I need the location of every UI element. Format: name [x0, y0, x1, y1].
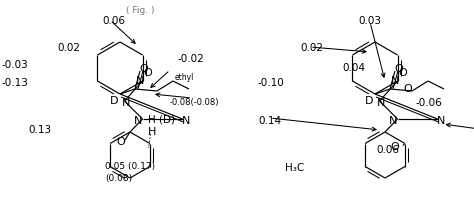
- Text: -0.08(-0.08): -0.08(-0.08): [170, 98, 219, 107]
- Text: O: O: [399, 68, 407, 78]
- Text: N: N: [377, 98, 386, 108]
- Text: O: O: [404, 84, 412, 94]
- Text: N: N: [389, 116, 398, 126]
- Text: -0.10: -0.10: [258, 78, 285, 88]
- Text: 0.02: 0.02: [57, 43, 80, 53]
- Text: ( Fig. ): ( Fig. ): [126, 6, 154, 15]
- Text: N: N: [392, 76, 400, 86]
- Text: (0.08): (0.08): [105, 174, 132, 183]
- Text: -0.06: -0.06: [416, 98, 443, 108]
- Text: N: N: [137, 76, 145, 86]
- Text: 0.03: 0.03: [358, 16, 381, 26]
- Text: O: O: [117, 137, 126, 147]
- Text: H₃C: H₃C: [285, 163, 304, 173]
- Text: O: O: [144, 68, 152, 78]
- Text: N: N: [438, 116, 446, 126]
- Text: D: D: [365, 96, 374, 106]
- Text: N: N: [134, 116, 143, 126]
- Text: -0.03: -0.03: [2, 60, 29, 70]
- Text: O: O: [140, 64, 148, 74]
- Text: 0.13: 0.13: [28, 125, 51, 135]
- Text: O: O: [395, 64, 403, 74]
- Text: O: O: [391, 142, 399, 152]
- Text: 0.06: 0.06: [102, 16, 125, 26]
- Text: 0.04: 0.04: [342, 63, 365, 73]
- Text: N: N: [122, 98, 131, 108]
- Text: ethyl: ethyl: [175, 73, 194, 82]
- Text: 0.05 (0.17): 0.05 (0.17): [105, 162, 155, 171]
- Text: N: N: [182, 116, 191, 126]
- Text: H: H: [148, 127, 157, 137]
- Text: 0.06: 0.06: [376, 145, 399, 155]
- Text: 0.02: 0.02: [300, 43, 323, 53]
- Text: -0.13: -0.13: [2, 78, 29, 88]
- Text: D: D: [110, 96, 119, 106]
- Text: 0.14: 0.14: [258, 116, 281, 126]
- Text: H (D): H (D): [148, 114, 175, 124]
- Text: -0.02: -0.02: [178, 54, 205, 64]
